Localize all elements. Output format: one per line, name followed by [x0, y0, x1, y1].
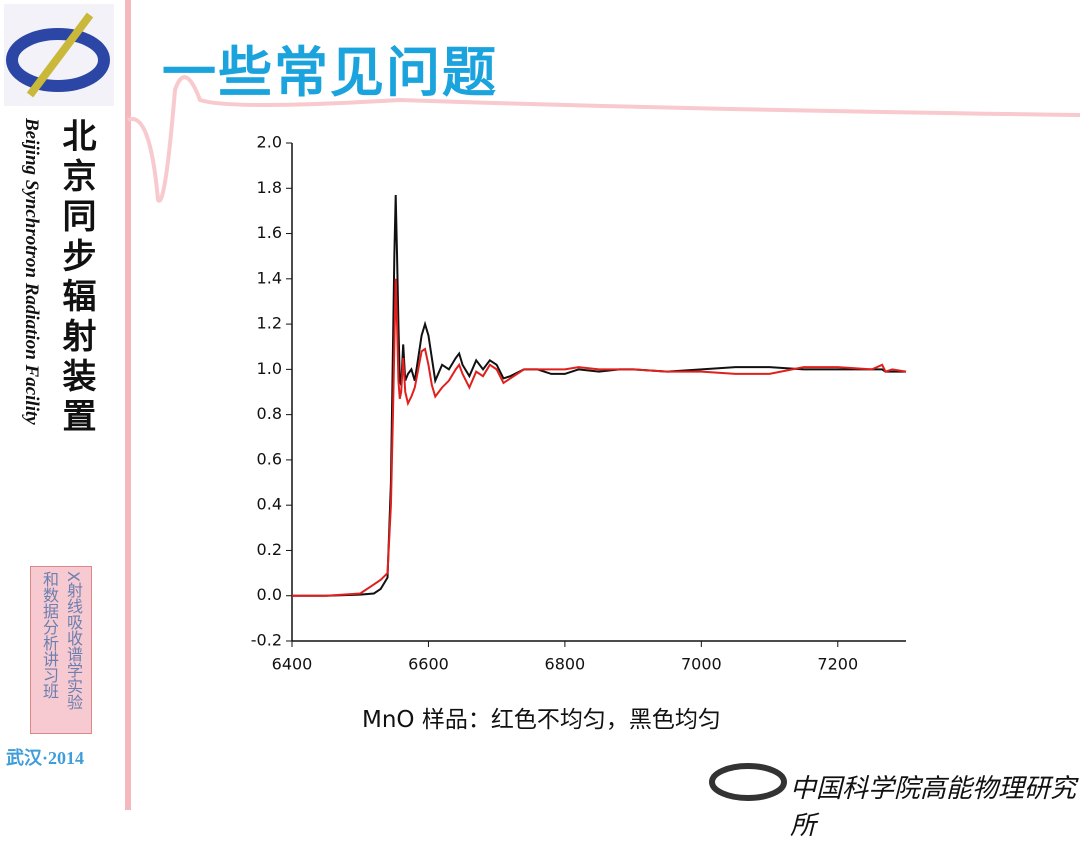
y-tick-label: 0.2 [257, 540, 282, 559]
caption: MnO 样品：红色不均匀，黑色均匀 [362, 707, 721, 733]
x-tick-label: 6800 [545, 655, 586, 674]
slide: 一些常见问题 Beijing Synchrotron Radiation Fac… [4, 0, 1080, 841]
x-tick-label: 6400 [272, 655, 313, 674]
org-en: Beijing Synchrotron Radiation Facility [21, 118, 42, 425]
y-tick-label: -0.2 [251, 631, 282, 650]
y-tick-label: 1.4 [257, 268, 282, 287]
x-tick-label: 7000 [681, 655, 722, 674]
chart: -0.2 0.0 0.2 0.4 0.6 0.8 1.0 1.2 1.4 1.6 1.8 2.0 640… [251, 133, 907, 674]
course-line: 和数据分析讲习班 [40, 571, 59, 699]
decor-wave [127, 75, 1080, 203]
series-line [292, 195, 906, 597]
course-box: X射线吸收谱学实验 和数据分析讲习班 [30, 566, 92, 734]
y-tick-label: 0.6 [257, 449, 282, 468]
y-tick-label: 1.8 [257, 178, 282, 197]
y-tick-label: 0.4 [257, 495, 282, 514]
series-line [292, 278, 907, 597]
decor [4, 0, 1080, 810]
course-line: X射线吸收谱学实验 [64, 571, 83, 710]
place: 武汉·2014 [6, 748, 85, 768]
logo-ring [6, 28, 110, 92]
y-tick-label: 0.8 [257, 404, 282, 423]
y-tick-label: 1.2 [257, 314, 282, 333]
footer-logo [709, 763, 787, 801]
institute: 中国科学院高能物理研究所 [790, 774, 1077, 841]
x-tick-label: 7200 [817, 655, 858, 674]
y-tick-label: 2.0 [257, 133, 282, 152]
y-tick-label: 0.0 [257, 585, 282, 604]
y-tick-label: 1.0 [257, 359, 282, 378]
org-cn: 北京同步辐射装置 [56, 118, 96, 438]
y-tick-label: 1.6 [257, 223, 282, 242]
slide-title: 一些常见问题 [162, 41, 498, 104]
logo-helix [26, 12, 94, 98]
x-tick-label: 6600 [408, 655, 449, 674]
